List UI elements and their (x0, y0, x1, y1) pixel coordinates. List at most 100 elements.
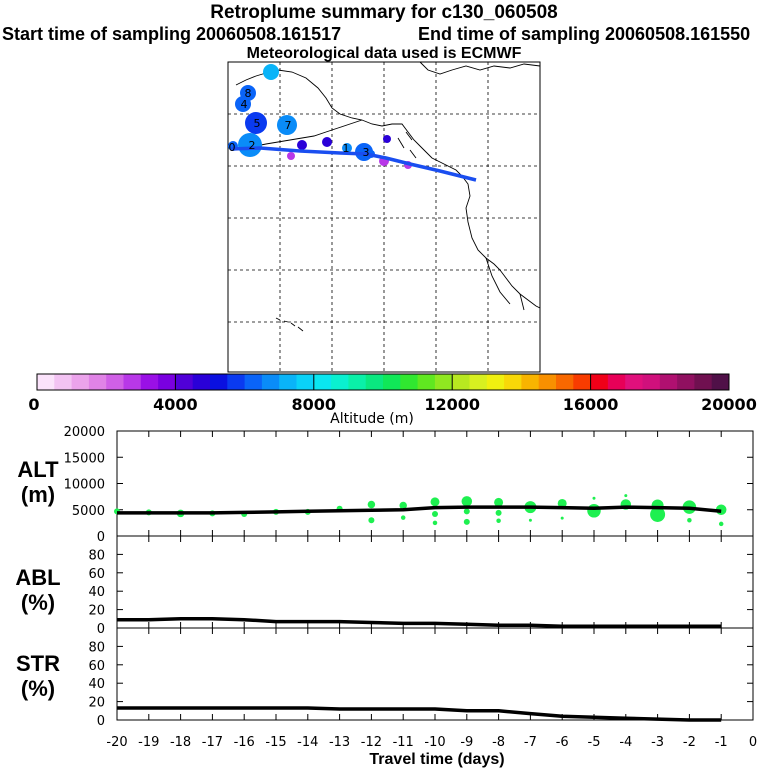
altitude-cluster-point (650, 506, 666, 522)
colorbar-swatch (296, 374, 315, 390)
altitude-cluster-point (495, 509, 502, 516)
y-tick-label: 40 (88, 677, 105, 692)
map-trajectory-point (297, 140, 307, 150)
y-tick-label: 0 (97, 714, 105, 729)
altitude-colorbar: 0 4000 8000 12000 16000 20000 (28, 373, 757, 414)
y-tick-label: 0 (97, 622, 105, 637)
altitude-cluster-point (461, 496, 473, 507)
mean-line (117, 505, 722, 515)
altitude-cluster-point (463, 518, 470, 525)
colorbar-swatch (383, 374, 401, 390)
y-tick-label: 60 (88, 567, 105, 582)
map-panel: 0 845 7 2 1 3 (227, 61, 541, 373)
colorbar-swatch (538, 374, 557, 390)
colorbar-tick-label: 16000 (563, 395, 619, 414)
x-tick-label: -1 (715, 735, 728, 750)
map-cluster-label: 5 (254, 117, 261, 130)
altitude-cluster-point (624, 494, 628, 498)
colorbar-swatch (106, 374, 124, 390)
y-tick-label: 20000 (64, 425, 105, 440)
mean-line (117, 617, 722, 628)
mean-line (117, 706, 722, 722)
x-tick-label: -12 (361, 735, 382, 750)
map-trajectory-point (287, 152, 295, 160)
colorbar-swatch (158, 374, 176, 390)
x-axis-label: Travel time (days) (369, 751, 504, 768)
x-tick-label: -18 (170, 735, 191, 750)
x-tick-label: -10 (424, 735, 445, 750)
colorbar-swatch (37, 374, 55, 390)
map-cluster-labels: 0 845 7 2 1 3 (229, 87, 370, 159)
colorbar-swatch (642, 374, 661, 390)
colorbar-swatch (590, 374, 609, 390)
x-tick-label: -5 (588, 735, 601, 750)
altitude-cluster-point (560, 516, 564, 520)
altitude-cluster-point (587, 504, 601, 518)
colorbar-swatch (417, 374, 436, 390)
x-tick-label: -17 (202, 735, 223, 750)
y-tick-label: 80 (88, 640, 105, 655)
abl-label-bottom: (%) (21, 590, 55, 615)
y-tick-label: 0 (97, 530, 105, 545)
map-dots (228, 64, 412, 169)
x-tick-label: -2 (683, 735, 696, 750)
colorbar-swatch (607, 374, 626, 390)
colorbar-swatch (573, 374, 591, 390)
altitude-cluster-point (430, 497, 440, 507)
colorbar-swatch (677, 374, 695, 390)
map-trajectory-point (322, 137, 332, 147)
start-time: Start time of sampling 20060508.161517 (2, 24, 342, 44)
altitude-cluster-point (367, 500, 376, 509)
map-trajectory-point (383, 135, 391, 143)
x-tick-label: 0 (749, 735, 757, 750)
colorbar-swatch (504, 374, 522, 390)
coastline-north (419, 61, 541, 75)
x-tick-label: -3 (651, 735, 664, 750)
coastline-islands (397, 131, 417, 159)
colorbar-frame (36, 373, 730, 391)
x-tick-label: -20 (106, 735, 127, 750)
met-data-note: Meteorological data used is ECMWF (246, 45, 522, 62)
x-tick-label: -8 (492, 735, 505, 750)
y-tick-label: 60 (88, 659, 105, 674)
y-tick-label: 40 (88, 585, 105, 600)
map-cluster-label: 4 (241, 98, 248, 111)
colorbar-swatch (227, 374, 245, 390)
coastline-gulf (325, 119, 363, 133)
coastline-hawaii (275, 317, 304, 332)
altitude-cluster-point (432, 520, 438, 526)
altitude-cluster-point (432, 510, 438, 517)
map-cluster-label: 1 (343, 142, 350, 155)
altitude-cluster-point (718, 521, 724, 527)
coastline-baja (485, 257, 525, 311)
altitude-cluster-point (400, 515, 406, 520)
colorbar-swatch (348, 374, 367, 390)
colorbar-swatch (88, 374, 107, 390)
x-tick-label: -15 (265, 735, 286, 750)
colorbar-swatch (711, 374, 730, 390)
panel-alt: 0 5000 10000 15000 20000 (64, 425, 754, 545)
colorbar-swatch (192, 374, 211, 390)
x-tick-label: -13 (329, 735, 350, 750)
x-tick-label: -7 (524, 735, 537, 750)
colorbar-swatch (365, 374, 384, 390)
map-trajectory-point (263, 64, 279, 80)
alt-label-bottom: (m) (21, 482, 55, 507)
colorbar-tick-label: 4000 (153, 395, 198, 414)
y-tick-label: 20 (88, 696, 105, 711)
altitude-cluster-point (528, 518, 532, 522)
altitude-cluster-point (687, 518, 692, 523)
map-trajectory-point (245, 112, 267, 134)
x-tick-label: -4 (619, 735, 632, 750)
colorbar-swatch (452, 374, 470, 390)
x-tick-label: -11 (393, 735, 414, 750)
map-trajectory-point (342, 143, 352, 153)
x-tick-label: -19 (138, 735, 159, 750)
y-tick-label: 15000 (64, 451, 105, 466)
abl-label-top: ABL (15, 565, 60, 590)
colorbar-swatch (261, 374, 280, 390)
y-tick-label: 5000 (72, 504, 105, 519)
x-tick-label: -14 (297, 735, 318, 750)
y-tick-label: 10000 (64, 478, 105, 493)
